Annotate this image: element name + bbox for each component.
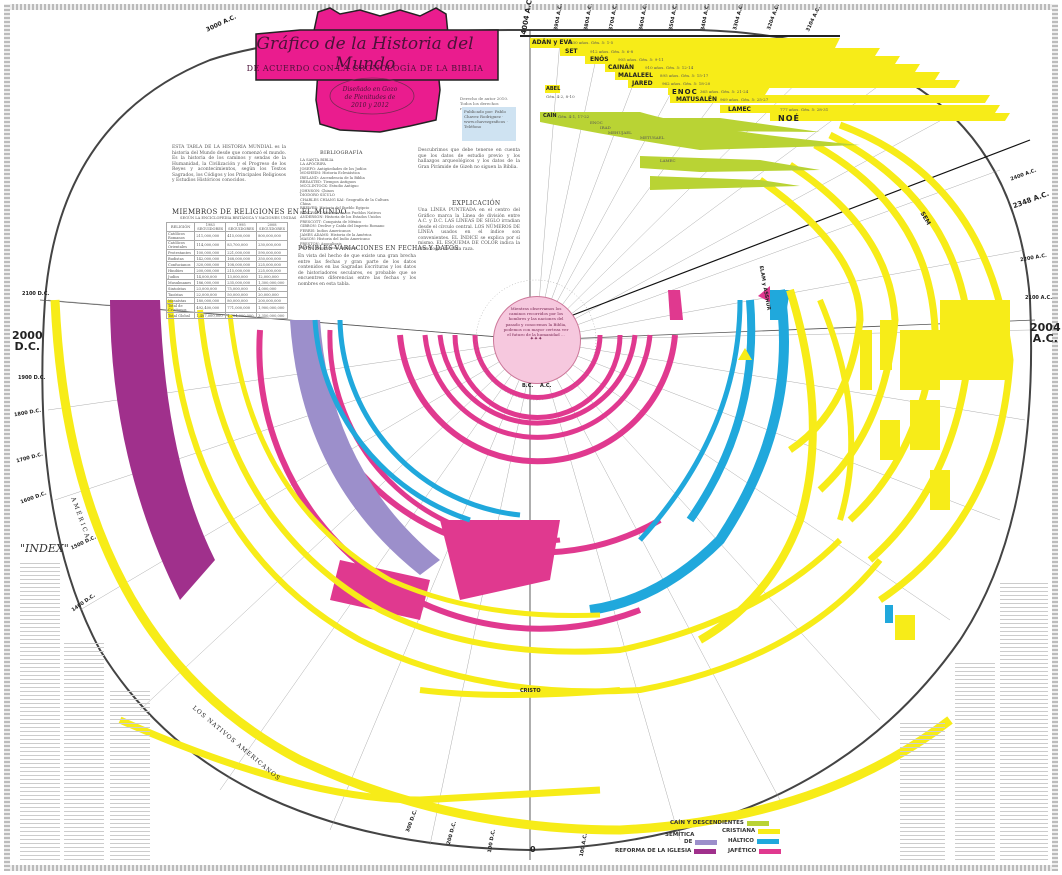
year-label-left-end: 2000 D.C.: [12, 329, 43, 353]
index-column-5: [955, 660, 995, 860]
legend-item-cristiana: CRISTIANA: [722, 828, 781, 834]
legend-swatch-lavender: [695, 839, 718, 845]
legend-swatch-purple: [694, 848, 717, 854]
legend-item-semitica: SEMÍTICA: [665, 832, 695, 838]
bar-label-irad: IRAD: [600, 125, 611, 130]
year-label-2100ac: 2100 A.C.: [1025, 295, 1053, 301]
bar-label-enoc-cain: ENOC: [590, 120, 603, 125]
legend-swatch-magenta: [759, 848, 782, 854]
explanation-text: Una LÍNEA PUNTEADA en el centro del Gráf…: [418, 208, 520, 252]
year-label-2100: 2100 D.C.: [22, 291, 50, 297]
ad-label: A.C.: [540, 383, 552, 389]
intro-text: ESTA TABLA DE LA HISTORIA MUNDIAL es la …: [172, 145, 286, 183]
border-bottom: [4, 865, 1058, 871]
table-row: Protestantes 100,000,000 221,000,000 590,00…: [165, 249, 288, 256]
chart-subtitle: DE ACUERDO CON LA CRONOLOGÍA DE LA BIBLI…: [246, 64, 484, 73]
index-column-4: [1000, 580, 1048, 860]
legend-item-cain: CAÍN Y DESCENDIENTES: [670, 820, 769, 826]
legend-swatch-green: [746, 820, 769, 826]
bibliography-list: LA SANTA BIBLIA LA APÓCRIFA JOSEFO: Antigü…: [300, 158, 389, 251]
table-row: Católicos Orientales 114,000,000 83,700,00…: [165, 240, 288, 250]
bar-label-metusael: METUSAEL: [640, 135, 665, 140]
year-label-right-end: 2004 A.C.: [1030, 321, 1061, 345]
religions-title: MIEMBROS DE RELIGIONES EN EL MUNDO: [172, 208, 347, 216]
explanation-intro: Descubrimos que debe tenerse en cuenta q…: [418, 148, 520, 170]
bar-label-lamec: LAMEC: [728, 106, 751, 113]
border-top: [4, 4, 1058, 10]
bar-label-cainan: CAINÁN: [608, 64, 634, 71]
index-column-1: [20, 560, 60, 860]
explanation-title: EXPLICACIÓN: [452, 200, 501, 207]
legend-item-haltico: HÁLTICO: [728, 838, 779, 844]
index-column-2: [64, 640, 104, 860]
year-label-zero: 0: [530, 845, 536, 854]
arc-label-cristo: CRISTO: [520, 688, 541, 694]
table-row: Total Global 1,487,000,000 1,734,000,000 3,…: [165, 312, 288, 319]
religions-table: RELIGIÓN 1983 SEGUIDORES 1995 SEGUIDORES…: [165, 222, 288, 319]
legend-item-jafetico: JAFÉTICO: [728, 848, 782, 854]
religions-subtitle: SEGÚN LA ENCICLOPEDIA BRITÁNICA Y NACION…: [180, 216, 297, 220]
table-row: Católicos Romanos 211,000,000 415,000,000 8…: [165, 231, 288, 241]
variations-title: POSIBLES VARIACIONES EN FECHAS Y DATOS: [298, 245, 459, 252]
legend-item-de: DE: [684, 839, 718, 845]
table-row: Hindúes 200,000,000 215,000,000 225,000,000: [165, 267, 288, 274]
border-right: [1052, 4, 1058, 871]
decorative-stars-icon: ✦✦✦: [529, 336, 543, 343]
bar-label-lamec-cain: LAMEC: [660, 158, 676, 163]
bar-label-set: SET: [565, 48, 578, 55]
design-note: Diseñado en Gozo de Plenitudes de 2010 y…: [342, 86, 398, 109]
index-title: "INDEX": [20, 542, 69, 555]
border-left: [4, 4, 10, 871]
bibliography-title: BIBLIOGRAFÍA: [320, 150, 363, 156]
index-column-6: [900, 720, 945, 860]
center-quote: Mientras observamos los caminos recorrid…: [503, 306, 569, 343]
col-header: RELIGIÓN: [165, 222, 196, 232]
chart-title: Gráfico de la Historia del Mundo: [256, 34, 474, 74]
variations-text: En vista del hecho de que existe una gra…: [298, 254, 416, 287]
bar-label-jared: JARED: [632, 80, 653, 87]
year-label-1900: 1900 D.C.: [18, 375, 46, 381]
center-circle: [493, 296, 581, 384]
bar-label-mehujael: MEHUJAEL: [608, 130, 632, 135]
legend-swatch-yellow: [758, 828, 781, 834]
col-header: 1995 SEGUIDORES: [225, 222, 258, 232]
bar-label-adam: ADÁN y EVA: [532, 39, 573, 46]
legend-item-reforma: REFORMA DE LA IGLESIA: [615, 848, 717, 854]
bar-label-noe: NOÉ: [778, 114, 800, 123]
table-row: Total de Cristianos 492,400,000 771,000,00…: [165, 303, 288, 313]
bar-label-enos: ENÓS: [590, 56, 609, 63]
bc-label: B.C.: [522, 383, 534, 389]
bar-label-matusalen: MATUSALÉN: [676, 96, 718, 103]
bar-label-abel: ABEL: [546, 86, 561, 92]
legend-swatch-cyan: [756, 838, 779, 844]
index-column-3: [110, 690, 150, 860]
col-header: 1983 SEGUIDORES: [194, 222, 227, 232]
col-header: 2008 SEGUIDORES: [256, 222, 288, 232]
bar-label-enoc: ENOC: [672, 88, 698, 96]
table-row: Budistas 142,000,000 168,000,000 350,000,00…: [165, 255, 288, 262]
publisher-box: Publicado por: Pablo Chavez Rodriguez · …: [462, 107, 516, 141]
bar-label-cain: CAÍN: [543, 113, 557, 119]
bar-label-malaleel: MALALEEL: [618, 72, 653, 79]
